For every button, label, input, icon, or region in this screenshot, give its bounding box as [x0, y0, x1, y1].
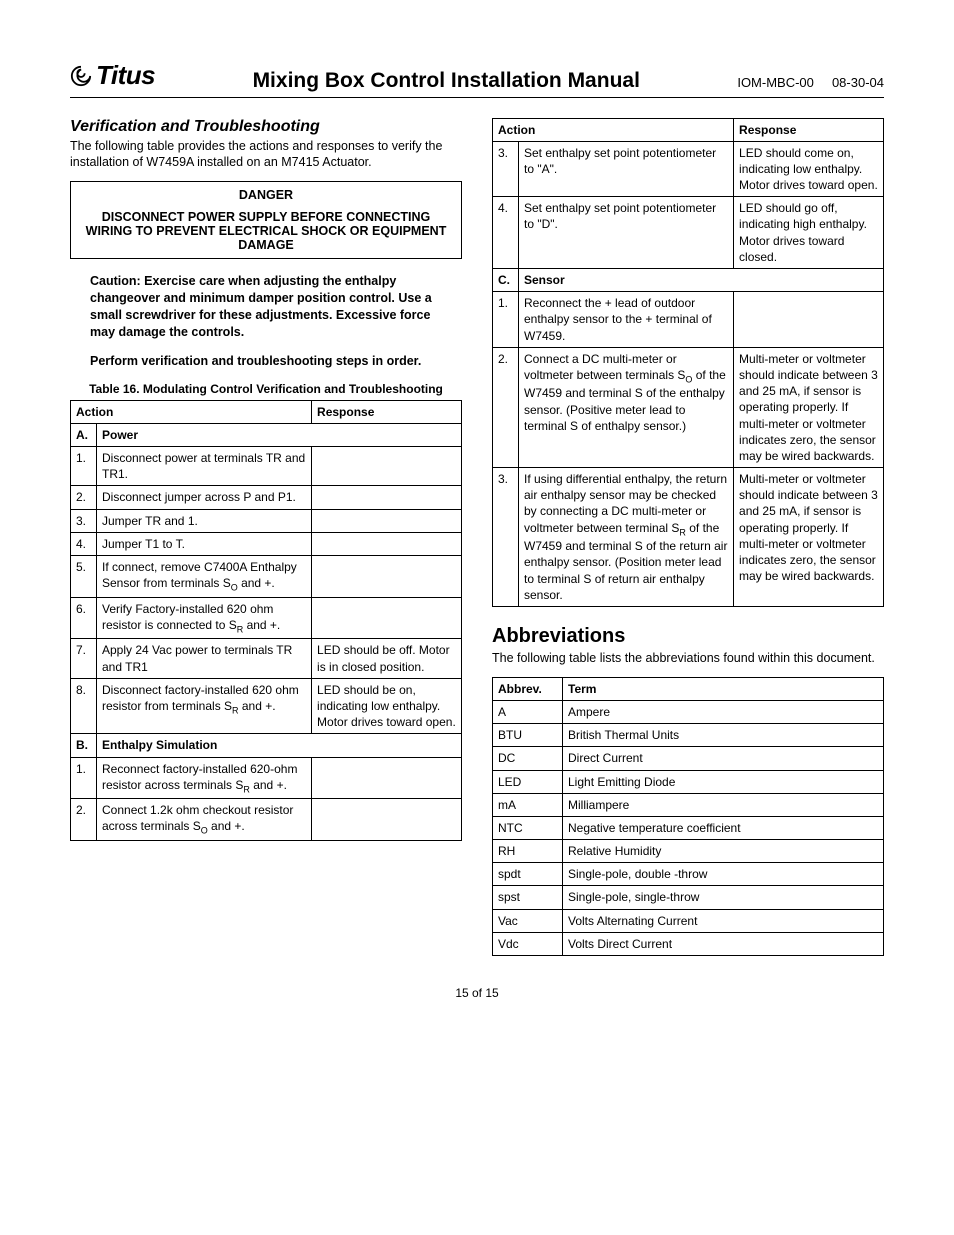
th-action: Action: [71, 400, 312, 423]
right-column: Action Response 3.Set enthalpy set point…: [492, 118, 884, 957]
verification-heading: Verification and Troubleshooting: [70, 118, 462, 136]
section-row: B.Enthalpy Simulation: [71, 734, 462, 757]
page-header: Titus Mixing Box Control Installation Ma…: [70, 60, 884, 98]
table-row: 3.Set enthalpy set point potentiometer t…: [493, 141, 884, 197]
table-row: DCDirect Current: [493, 747, 884, 770]
th-action: Action: [493, 118, 734, 141]
table-row: 5.If connect, remove C7400A Enthalpy Sen…: [71, 555, 462, 597]
table-row: 1.Reconnect factory-installed 620-ohm re…: [71, 757, 462, 799]
danger-box: DANGER DISCONNECT POWER SUPPLY BEFORE CO…: [70, 181, 462, 259]
brand-text: Titus: [96, 60, 155, 91]
brand-logo: Titus: [70, 60, 155, 91]
table-row: 1.Disconnect power at terminals TR and T…: [71, 447, 462, 486]
table-row: 7.Apply 24 Vac power to terminals TR and…: [71, 639, 462, 678]
th-response: Response: [312, 400, 462, 423]
table-row: 2.Connect a DC multi-meter or voltmeter …: [493, 347, 884, 467]
danger-title: DANGER: [81, 188, 451, 202]
abbreviations-table: Abbrev. Term AAmpereBTUBritish Thermal U…: [492, 677, 884, 956]
table-row: 4.Set enthalpy set point potentiometer t…: [493, 197, 884, 269]
content-columns: Verification and Troubleshooting The fol…: [70, 118, 884, 957]
danger-body: DISCONNECT POWER SUPPLY BEFORE CONNECTIN…: [81, 210, 451, 252]
table-row: 4.Jumper T1 to T.: [71, 532, 462, 555]
section-row: C.Sensor: [493, 269, 884, 292]
table-row: 1.Reconnect the + lead of outdoor enthal…: [493, 292, 884, 348]
verification-intro: The following table provides the actions…: [70, 138, 462, 172]
table-row: 2.Connect 1.2k ohm checkout resistor acr…: [71, 799, 462, 841]
th-response: Response: [734, 118, 884, 141]
swirl-icon: [70, 65, 92, 87]
table-row: spdtSingle-pole, double -throw: [493, 863, 884, 886]
table16-caption: Table 16. Modulating Control Verificatio…: [70, 382, 462, 396]
abbr-intro: The following table lists the abbreviati…: [492, 650, 884, 667]
table-row: mAMilliampere: [493, 793, 884, 816]
caution-text-1: Caution: Exercise care when adjusting th…: [70, 273, 462, 341]
doc-meta: IOM-MBC-00 08-30-04: [737, 75, 884, 90]
table-row: LEDLight Emitting Diode: [493, 770, 884, 793]
table-row: VacVolts Alternating Current: [493, 909, 884, 932]
table-row: RHRelative Humidity: [493, 840, 884, 863]
table-row: spstSingle-pole, single-throw: [493, 886, 884, 909]
left-column: Verification and Troubleshooting The fol…: [70, 118, 462, 957]
th-abbrev: Abbrev.: [493, 677, 563, 700]
table-row: 3.If using differential enthalpy, the re…: [493, 468, 884, 607]
table-row: 6.Verify Factory-installed 620 ohm resis…: [71, 597, 462, 639]
table-row: 2.Disconnect jumper across P and P1.: [71, 486, 462, 509]
th-term: Term: [563, 677, 884, 700]
page-footer: 15 of 15: [70, 986, 884, 1000]
doc-date: 08-30-04: [832, 75, 884, 90]
table-row: NTCNegative temperature coefficient: [493, 816, 884, 839]
page: Titus Mixing Box Control Installation Ma…: [0, 0, 954, 1040]
abbr-heading: Abbreviations: [492, 625, 884, 648]
table-row: 3.Jumper TR and 1.: [71, 509, 462, 532]
verification-table: Action Response A.Power1.Disconnect powe…: [70, 400, 462, 841]
caution-text-2: Perform verification and troubleshooting…: [70, 353, 462, 370]
table-row: 8.Disconnect factory-installed 620 ohm r…: [71, 678, 462, 734]
table-row: AAmpere: [493, 700, 884, 723]
verification-table-continued: Action Response 3.Set enthalpy set point…: [492, 118, 884, 607]
doc-title: Mixing Box Control Installation Manual: [253, 69, 640, 93]
section-row: A.Power: [71, 423, 462, 446]
table-row: BTUBritish Thermal Units: [493, 724, 884, 747]
doc-id: IOM-MBC-00: [737, 75, 814, 90]
table-row: VdcVolts Direct Current: [493, 932, 884, 955]
